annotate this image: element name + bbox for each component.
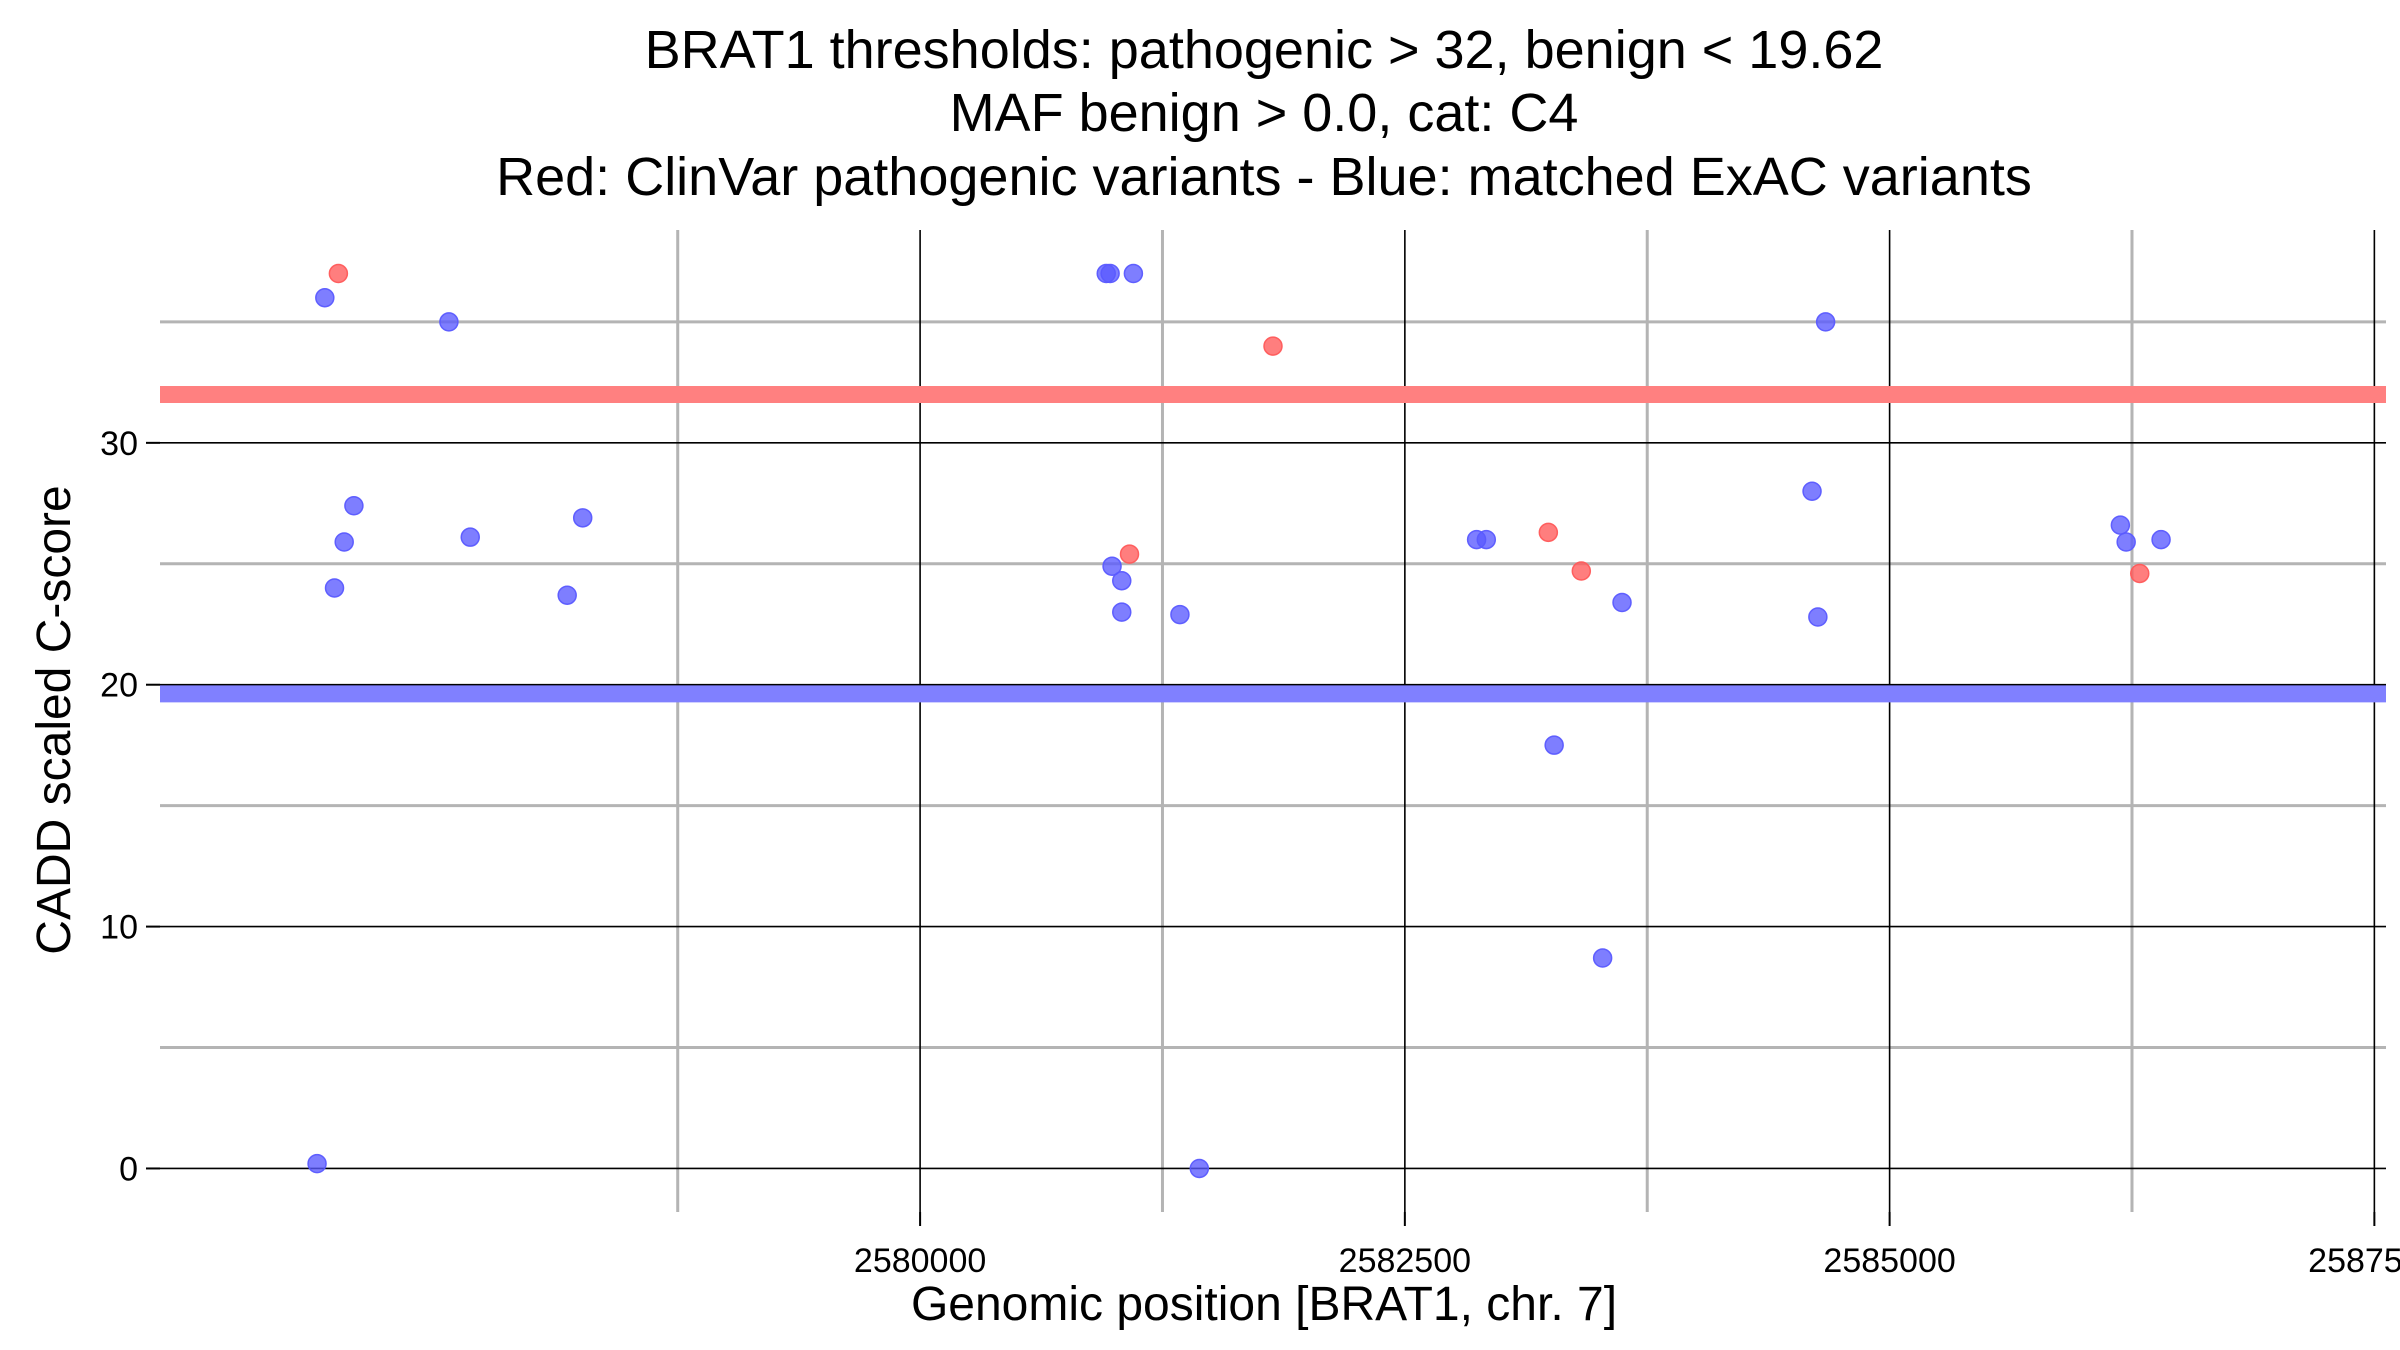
- exac-variant-point: [344, 495, 364, 516]
- chart-title-line-2: MAF benign > 0.0, cat: C4: [950, 83, 1579, 143]
- clinvar-pathogenic-point: [1119, 544, 1140, 564]
- exac-variant-point: [460, 527, 480, 547]
- exac-variant-point: [1476, 529, 1497, 550]
- clinvar-pathogenic-point: [1571, 561, 1592, 581]
- exac-variant-point: [572, 508, 593, 528]
- clinvar-pathogenic-point: [1538, 522, 1559, 543]
- exac-variant-point: [439, 312, 459, 332]
- exac-variant-point: [2116, 532, 2136, 552]
- chart-title-line-3: Red: ClinVar pathogenic variants - Blue:…: [496, 147, 2032, 207]
- x-tick-label: 2587500: [2308, 1242, 2400, 1280]
- exac-variant-point: [1170, 604, 1190, 625]
- exac-variant-point: [1100, 263, 1120, 284]
- exac-variant-point: [1815, 312, 1836, 332]
- exac-variant-point: [1102, 556, 1122, 576]
- threshold-lines: [160, 385, 2386, 703]
- exac-variant-point: [1544, 735, 1564, 755]
- clinvar-pathogenic-point: [328, 263, 349, 284]
- x-tick-label: 2580000: [854, 1242, 986, 1280]
- exac-variant-point: [2151, 529, 2171, 550]
- exac-variant-point: [2110, 515, 2131, 535]
- y-tick-label: 10: [100, 909, 138, 947]
- exac-variant-point: [1802, 481, 1822, 501]
- exac-variant-point: [1112, 570, 1132, 591]
- exac-variant-point: [1592, 948, 1613, 968]
- exac-variant-point: [315, 287, 335, 308]
- clinvar-pathogenic-point: [1263, 336, 1283, 356]
- x-tick-label: 2582500: [1339, 1242, 1471, 1280]
- x-tick-label: 2585000: [1823, 1242, 1955, 1280]
- chart-title-line-1: BRAT1 thresholds: pathogenic > 32, benig…: [645, 20, 1884, 80]
- exac-variant-point: [557, 585, 577, 605]
- exac-variant-point: [1123, 263, 1144, 284]
- y-axis-title: CADD scaled C-score: [28, 485, 81, 954]
- exac-variant-point: [334, 532, 354, 552]
- y-tick-label: 20: [100, 667, 138, 705]
- y-tick-label: 0: [119, 1150, 138, 1188]
- x-axis-title: Genomic position [BRAT1, chr. 7]: [911, 1278, 1617, 1331]
- chart-title: BRAT1 thresholds: pathogenic > 32, benig…: [496, 20, 2032, 207]
- exac-variant-point: [1189, 1158, 1210, 1179]
- exac-variant-point: [324, 578, 345, 598]
- exac-variant-point: [1808, 607, 1828, 627]
- exac-variant-point: [1612, 592, 1632, 613]
- axis-ticks: 2580000 2582500 2585000 2587500 0 10 20 30: [100, 425, 2400, 1280]
- y-tick-label: 30: [100, 425, 138, 463]
- clinvar-pathogenic-point: [2129, 563, 2150, 584]
- grid-lines: [160, 230, 2386, 1212]
- exac-variant-point: [307, 1153, 327, 1174]
- exac-variant-point: [1112, 602, 1132, 622]
- data-points: [307, 263, 2171, 1179]
